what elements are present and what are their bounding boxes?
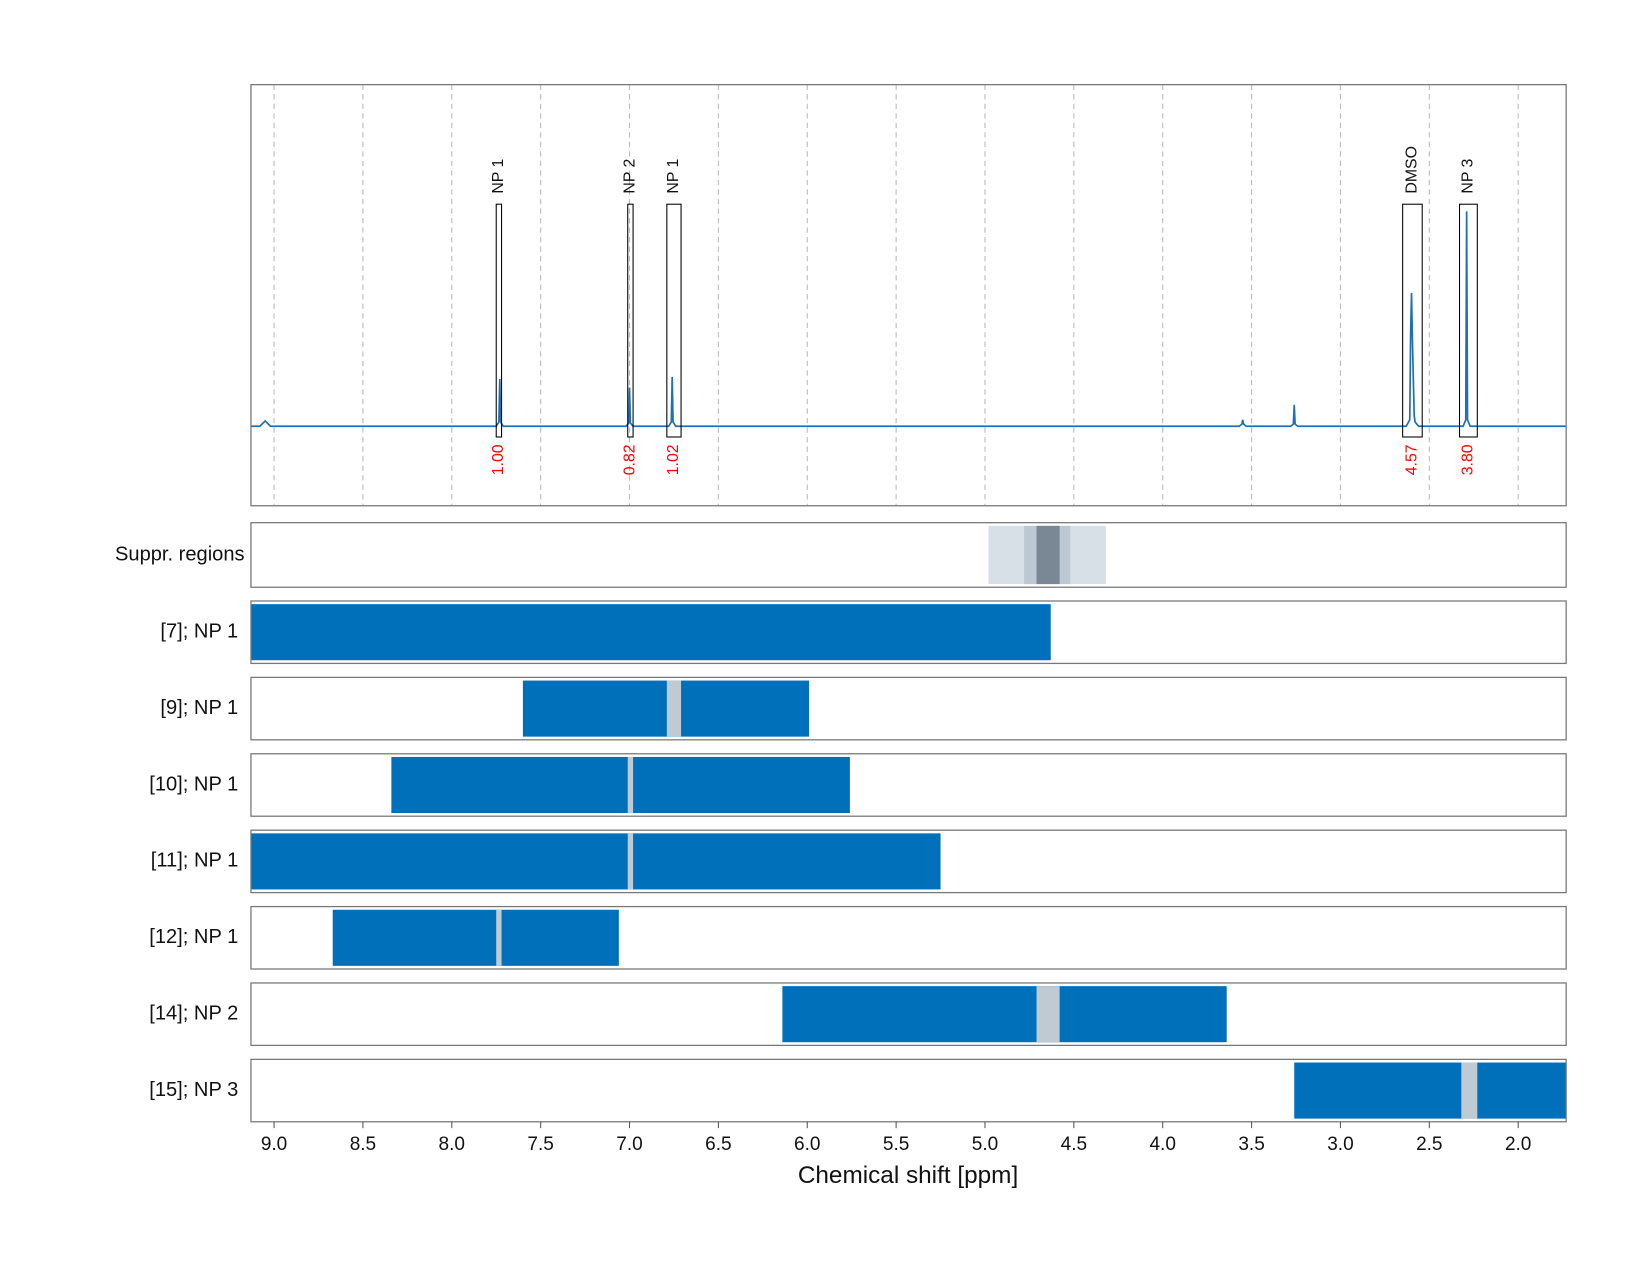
integral-label: 1.02 (665, 444, 682, 475)
peak-label: NP 1 (490, 158, 507, 193)
x-tick-label: 2.5 (1416, 1134, 1442, 1155)
x-tick-label: 4.0 (1149, 1134, 1175, 1155)
row-label: [7]; NP 1 (160, 621, 238, 643)
range-bar (782, 986, 1227, 1043)
x-tick-label: 5.5 (883, 1134, 909, 1155)
panel-frame (250, 982, 1567, 1047)
gap (496, 909, 502, 966)
x-tick-label: 6.0 (794, 1134, 820, 1155)
range-bar (391, 756, 850, 814)
peak-box (627, 203, 634, 438)
x-tick-label: 5.0 (972, 1134, 998, 1155)
gap (666, 680, 682, 737)
x-tick-label: 3.0 (1327, 1134, 1353, 1155)
peak-box (495, 203, 503, 438)
peak-box (1458, 203, 1478, 438)
row-label: [15]; NP 3 (149, 1079, 238, 1101)
x-tick-label: 3.5 (1238, 1134, 1264, 1155)
range-bar (250, 604, 1051, 661)
panel-frame (250, 753, 1567, 817)
range-bar (250, 833, 941, 890)
panel-frame (250, 905, 1567, 970)
integral-label: 3.80 (1460, 444, 1477, 475)
x-tick-label: 7.0 (616, 1134, 642, 1155)
range-bar (1294, 1062, 1567, 1119)
peak-label: NP 2 (622, 158, 639, 193)
peak-box (1402, 203, 1423, 438)
integral-label: 1.00 (490, 444, 507, 475)
row-label: Suppr. regions (115, 543, 245, 565)
panel-frame (250, 600, 1567, 665)
gap (1036, 986, 1060, 1043)
peak-label: NP 1 (665, 158, 682, 193)
row-label: [10]; NP 1 (149, 773, 238, 795)
gap (627, 756, 634, 814)
peak-label: NP 3 (1460, 158, 1477, 193)
row-label: [12]; NP 1 (149, 926, 238, 948)
x-tick-label: 2.0 (1505, 1134, 1531, 1155)
integral-label: 0.82 (622, 444, 639, 475)
panel-frame (250, 676, 1567, 741)
x-axis-label: Chemical shift [ppm] (798, 1162, 1018, 1189)
peak-box (666, 203, 682, 438)
row-label: [9]; NP 1 (160, 697, 238, 719)
x-tick-label: 9.0 (261, 1134, 287, 1155)
gap (627, 833, 634, 890)
x-tick-label: 7.5 (527, 1134, 553, 1155)
range-bar (522, 680, 810, 737)
integral-label: 4.57 (1404, 444, 1421, 475)
suppression-region (1036, 525, 1060, 585)
peak-label: DMSO (1404, 146, 1421, 194)
row-label: [11]; NP 1 (151, 850, 239, 872)
x-tick-label: 8.0 (439, 1134, 465, 1155)
gap (1461, 1062, 1478, 1119)
x-tick-label: 4.5 (1061, 1134, 1087, 1155)
x-tick-label: 8.5 (350, 1134, 376, 1155)
panel-frame (250, 522, 1567, 588)
range-bar (332, 909, 619, 966)
row-label: [14]; NP 2 (149, 1002, 238, 1024)
panel-frame (250, 829, 1567, 894)
x-tick-label: 6.5 (705, 1134, 731, 1155)
spectrum-line (250, 211, 1567, 428)
panel-frame (250, 1058, 1567, 1123)
panel-frame (250, 84, 1567, 507)
